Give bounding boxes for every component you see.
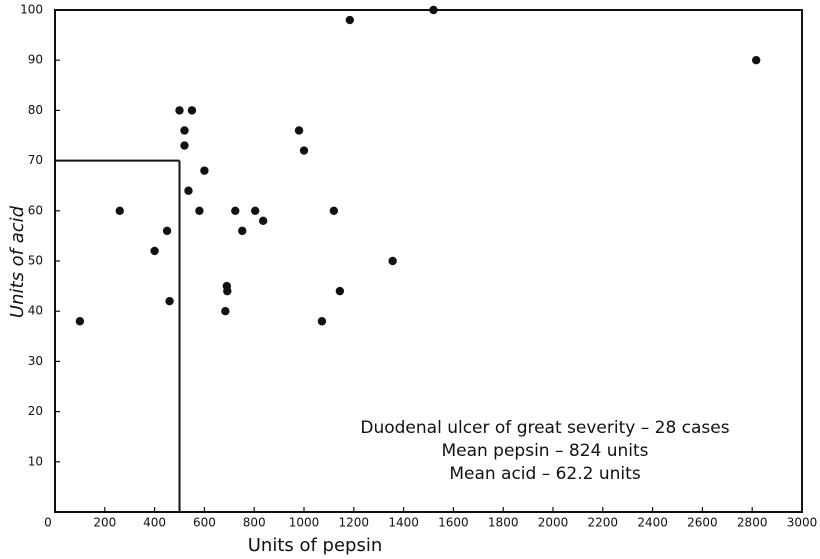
point — [388, 256, 397, 266]
y-tick-label: 80 — [28, 103, 43, 117]
point — [250, 206, 260, 215]
x-tick-label: 1600 — [438, 516, 469, 530]
point — [299, 146, 309, 155]
x-tick-label: 2200 — [588, 516, 619, 530]
point — [115, 206, 124, 215]
point — [180, 141, 189, 150]
point — [223, 286, 232, 296]
annotation: Mean acid – 62.2 units — [449, 464, 641, 484]
x-tick-label: 200 — [93, 516, 116, 530]
point — [335, 286, 345, 296]
y-tick-label: 30 — [28, 354, 43, 368]
point — [317, 317, 327, 326]
point — [238, 226, 247, 236]
point — [221, 307, 230, 316]
annotation: Mean pepsin – 824 units — [441, 441, 648, 461]
point — [187, 106, 197, 115]
y-tick-label: 20 — [28, 404, 43, 418]
x-tick-label: 1000 — [289, 516, 320, 530]
point — [180, 126, 189, 135]
x-axis-label: Units of pepsin — [248, 535, 383, 556]
point — [429, 5, 438, 15]
x-tick-label: 2000 — [538, 516, 569, 530]
point — [184, 186, 193, 195]
point — [75, 317, 85, 326]
y-tick-label: 70 — [28, 153, 43, 167]
annotation: Duodenal ulcer of great severity – 28 ca… — [360, 418, 729, 438]
y-axis-label: Units of acid — [7, 205, 28, 318]
point — [165, 296, 174, 306]
x-tick-label: 400 — [143, 516, 166, 530]
y-tick-label: 10 — [28, 454, 43, 468]
point — [162, 226, 172, 236]
point — [231, 206, 240, 215]
point — [345, 15, 355, 25]
x-tick-label: 3000 — [787, 516, 818, 530]
point — [150, 246, 159, 256]
x-tick-label: 2400 — [637, 516, 668, 530]
y-tick-label: 100 — [20, 3, 43, 17]
y-tick-label: 40 — [28, 304, 43, 318]
y-tick-label: 50 — [28, 254, 43, 268]
y-tick-label: 90 — [28, 53, 43, 67]
point — [195, 206, 204, 215]
x-tick-label: 1400 — [388, 516, 419, 530]
point — [294, 126, 304, 135]
x-tick-label: 2800 — [737, 516, 768, 530]
x-tick-label: 0 — [44, 516, 52, 530]
x-tick-label: 600 — [193, 516, 216, 530]
point — [200, 166, 209, 175]
point — [258, 216, 268, 226]
y-tick-label: 60 — [28, 203, 43, 217]
x-tick-label: 1200 — [339, 516, 370, 530]
x-tick-label: 800 — [243, 516, 266, 530]
point — [175, 106, 184, 115]
x-tick-label: 1800 — [488, 516, 519, 530]
point — [329, 206, 339, 215]
point — [751, 56, 761, 65]
x-tick-label: 2600 — [687, 516, 718, 530]
